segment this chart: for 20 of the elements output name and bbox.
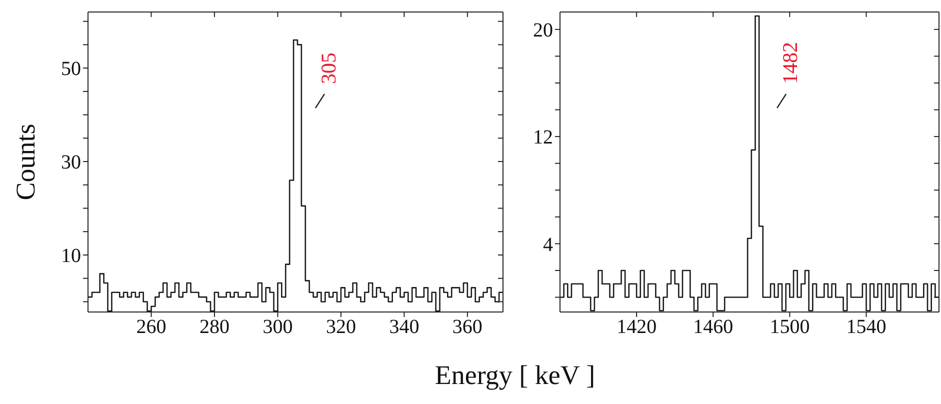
x-tick-label: 340 xyxy=(389,316,420,338)
y-tick-label: 10 xyxy=(61,245,81,268)
y-tick-label: 12 xyxy=(533,126,553,149)
x-tick-label: 1460 xyxy=(693,316,734,338)
y-tick-label: 30 xyxy=(61,152,81,174)
x-tick-label: 300 xyxy=(262,316,293,338)
x-tick-label: 1540 xyxy=(846,316,886,338)
x-tick-label: 1500 xyxy=(770,316,810,338)
y-axis-title: Counts xyxy=(10,124,41,200)
x-tick-label: 1420 xyxy=(616,316,657,338)
y-tick-label: 4 xyxy=(543,234,553,256)
y-tick-label: 50 xyxy=(61,58,81,80)
x-tick-label: 280 xyxy=(199,316,230,338)
y-tick-label: 20 xyxy=(533,20,553,42)
annotation: 305 xyxy=(316,52,340,84)
annotation: 1482 xyxy=(778,42,802,84)
x-tick-label: 360 xyxy=(452,316,482,338)
x-tick-label: 320 xyxy=(326,316,356,338)
x-tick-label: 260 xyxy=(136,316,166,338)
x-axis-title: Energy [ keV ] xyxy=(434,360,596,391)
